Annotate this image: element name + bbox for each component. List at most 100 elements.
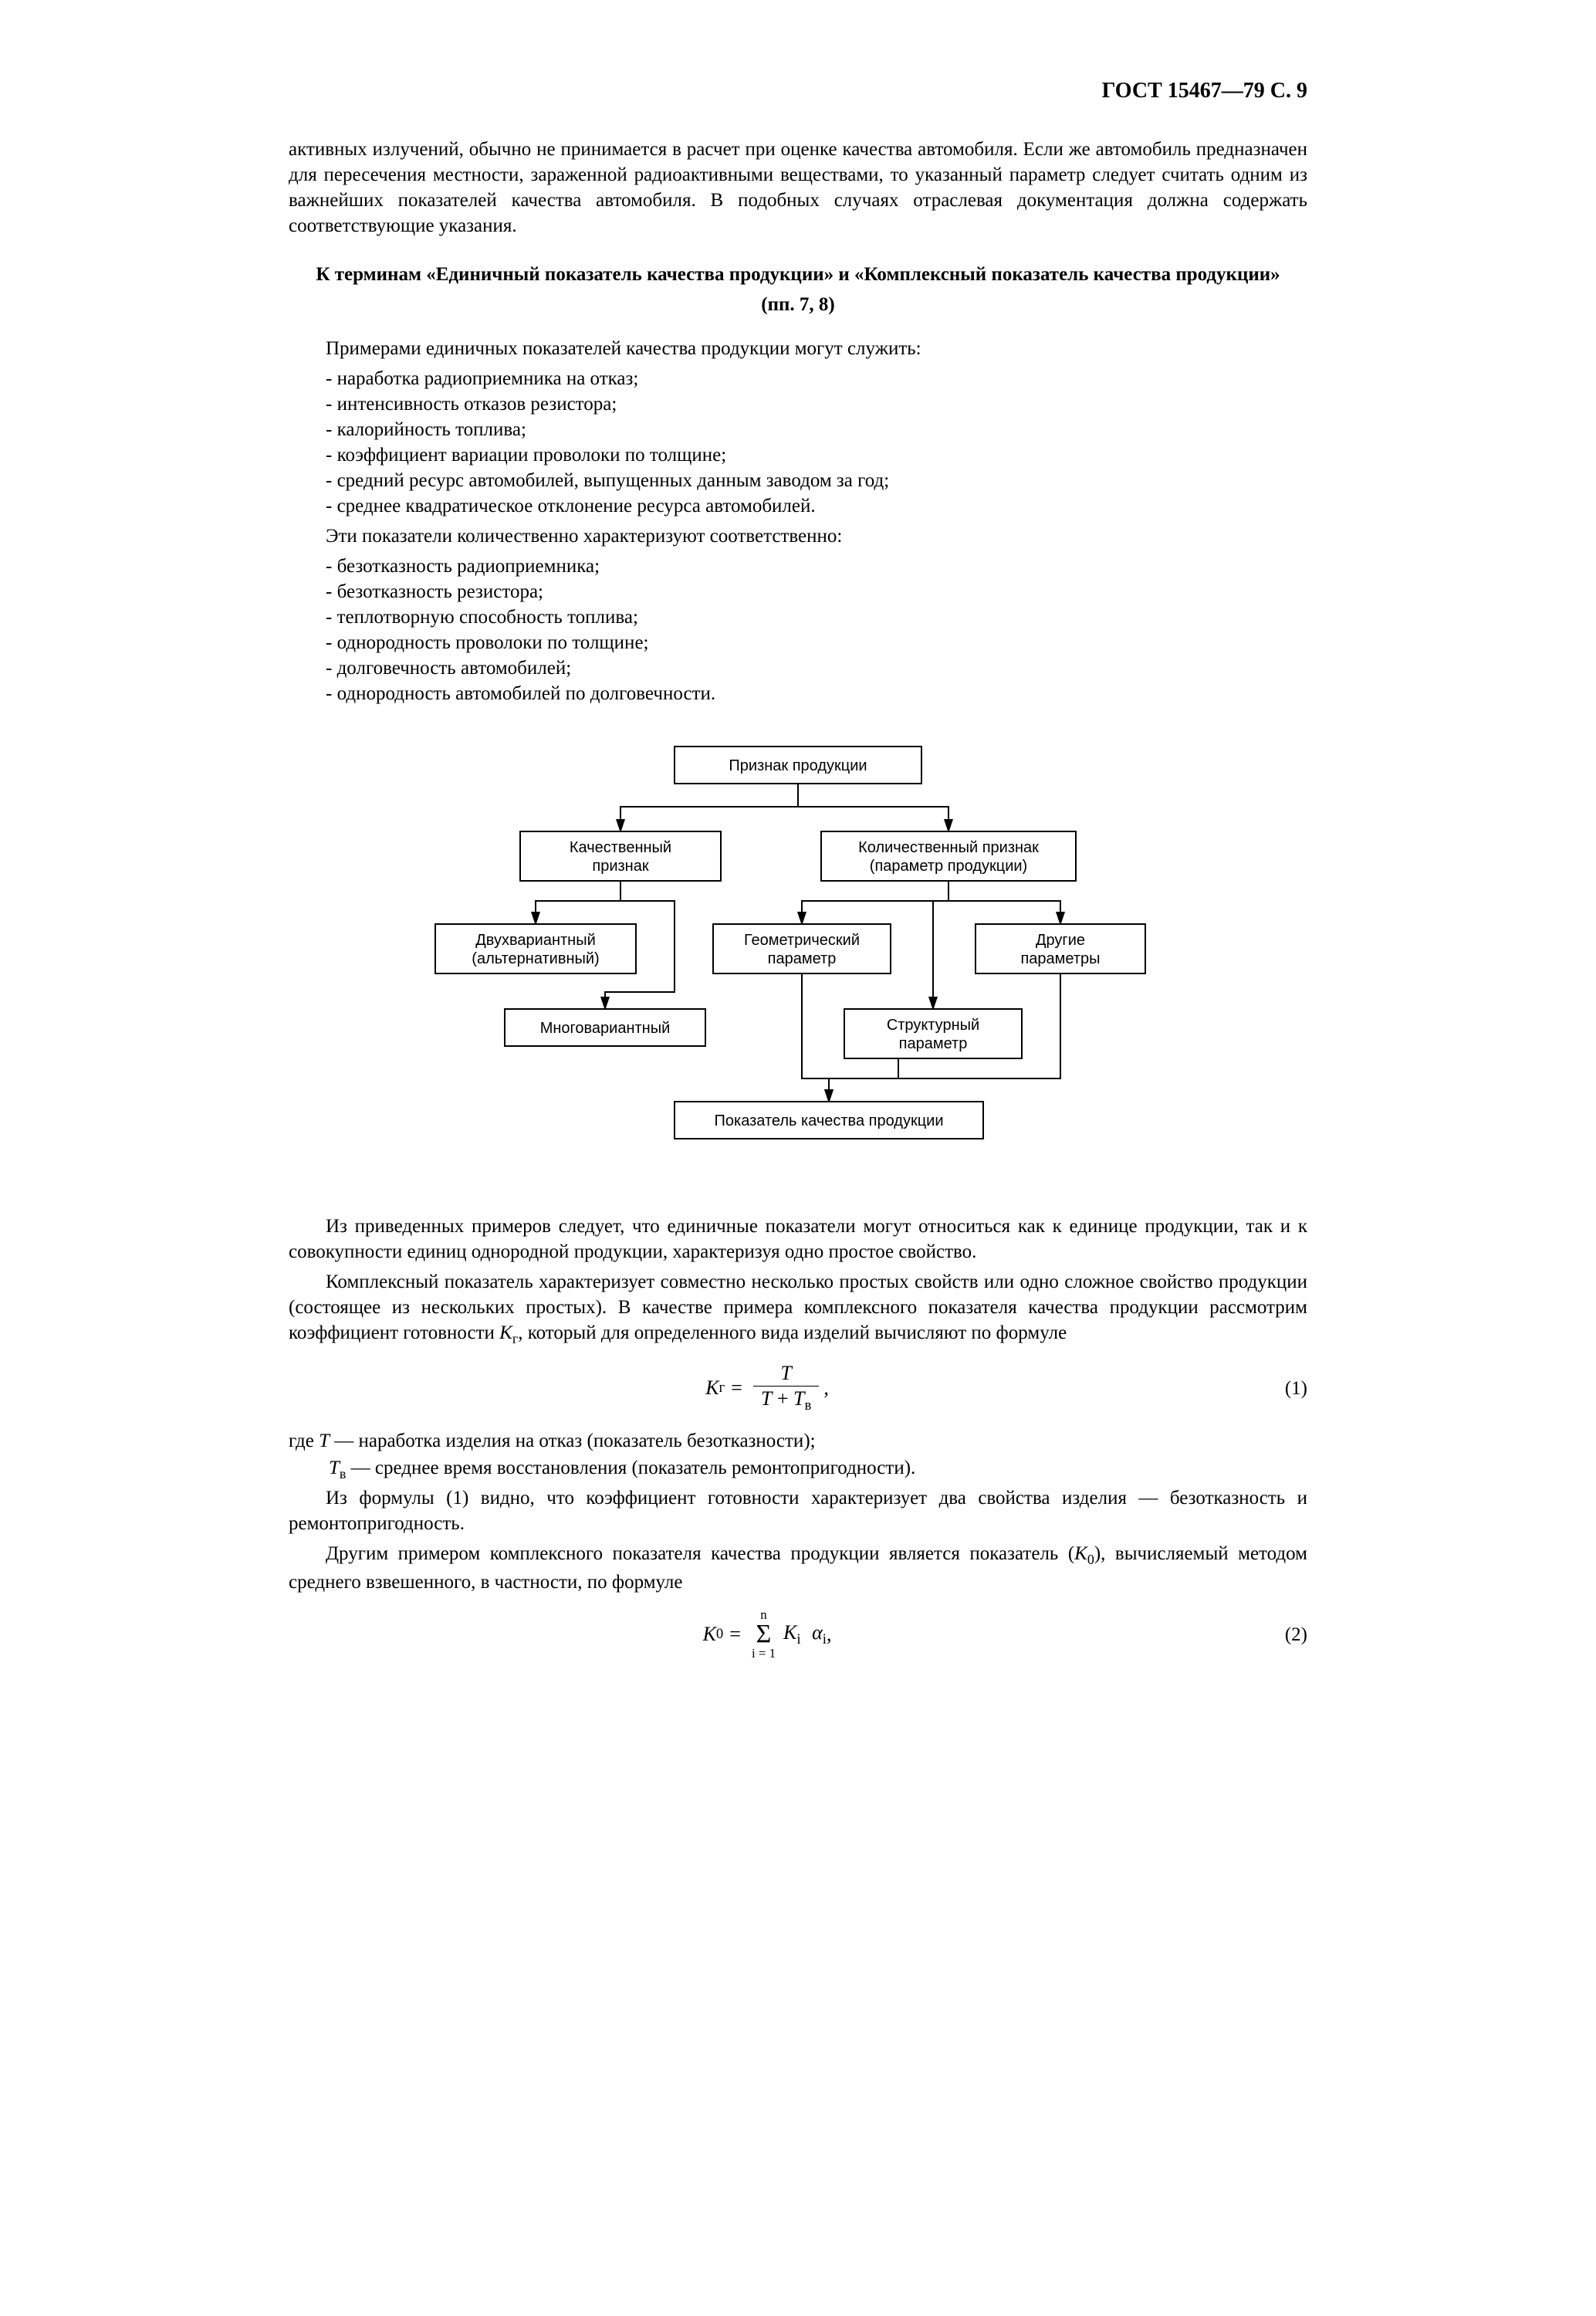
list-item: - коэффициент вариации проволоки по толщ… bbox=[289, 442, 1307, 468]
list-item: - средний ресурс автомобилей, выпущенных… bbox=[289, 468, 1307, 493]
diagram-node-other: Другиепараметры bbox=[976, 924, 1145, 973]
list-item: - теплотворную способность топлива; bbox=[289, 604, 1307, 630]
diagram-edge bbox=[829, 1058, 898, 1102]
list-item: - однородность автомобилей по долговечно… bbox=[289, 681, 1307, 706]
list-item: - безотказность резистора; bbox=[289, 579, 1307, 604]
section-subtitle: (пп. 7, 8) bbox=[289, 292, 1307, 317]
diagram-node-label: Двухвариантный bbox=[475, 932, 595, 949]
diagram-node-label: параметры bbox=[1020, 950, 1100, 967]
diagram-node-twovar: Двухвариантный(альтернативный) bbox=[435, 924, 636, 973]
symbol: T bbox=[329, 1458, 340, 1478]
standard-header: ГОСТ 15467—79 С. 9 bbox=[289, 77, 1307, 106]
list-item: - среднее квадратическое отклонение ресу… bbox=[289, 493, 1307, 519]
term2: α bbox=[812, 1621, 823, 1644]
diagram-node-qual: Качественный признак bbox=[520, 831, 721, 881]
term: Ki αi bbox=[783, 1620, 827, 1650]
intro-paragraph: активных излучений, обычно не принимаетс… bbox=[289, 137, 1307, 239]
numerator: T bbox=[773, 1363, 799, 1385]
equals: = bbox=[729, 1621, 741, 1647]
diagram-svg: Признак продукции Качественный признак Коли… bbox=[389, 739, 1207, 1171]
fraction: T T + Tв bbox=[753, 1363, 819, 1414]
text: , который для определенного вида изделий… bbox=[518, 1322, 1067, 1343]
lhs: K bbox=[705, 1375, 719, 1401]
equation-number: (1) bbox=[1246, 1376, 1307, 1401]
diagram-node-quality: Показатель качества продукции bbox=[675, 1102, 983, 1139]
examples-list: - наработка радиоприемника на отказ; - и… bbox=[289, 366, 1307, 519]
den-b: T bbox=[793, 1387, 804, 1410]
diagram-edge bbox=[620, 784, 798, 831]
formula-2: K0 = n Σ i = 1 Ki αi , (2) bbox=[289, 1609, 1307, 1661]
text: — среднее время восстановления (показате… bbox=[346, 1458, 915, 1478]
lhs: K bbox=[703, 1621, 716, 1647]
diagram-node-label: параметр bbox=[768, 950, 837, 967]
denominator: T + Tв bbox=[753, 1388, 819, 1414]
diagram-edge bbox=[802, 881, 948, 924]
diagram-node-label: Количественный признак bbox=[858, 839, 1039, 856]
diagram-edge bbox=[802, 973, 829, 1102]
symbol-sub: 0 bbox=[1087, 1552, 1094, 1567]
where-label: где bbox=[289, 1431, 319, 1451]
diagram-edge bbox=[933, 881, 948, 1009]
symbol: K bbox=[1074, 1543, 1087, 1564]
diagram-node-label: параметр bbox=[899, 1035, 968, 1052]
list-item: - однородность проволоки по толщине; bbox=[289, 630, 1307, 655]
list-item: - калорийность топлива; bbox=[289, 417, 1307, 442]
paragraph: Комплексный показатель характеризует сов… bbox=[289, 1269, 1307, 1349]
text: — наработка изделия на отказ (показатель… bbox=[330, 1431, 816, 1451]
examples-intro: Примерами единичных показателей качества… bbox=[289, 336, 1307, 361]
where-line: где T — наработка изделия на отказ (пока… bbox=[289, 1428, 1307, 1454]
list-item: - безотказность радиоприемника; bbox=[289, 554, 1307, 579]
den-b-sub: в bbox=[804, 1397, 811, 1414]
tail: , bbox=[827, 1621, 832, 1647]
document-page: ГОСТ 15467—79 С. 9 активных излучений, о… bbox=[181, 0, 1415, 1767]
diagram-node-label: (альтернативный) bbox=[472, 950, 599, 967]
formula-body: K0 = n Σ i = 1 Ki αi , bbox=[703, 1609, 832, 1661]
diagram-node-label: Геометрический bbox=[744, 932, 860, 949]
diagram-node-label: Признак продукции bbox=[729, 757, 867, 774]
diagram-node-quant: Количественный признак (параметр продукци… bbox=[821, 831, 1076, 881]
tail: , bbox=[823, 1375, 829, 1401]
paragraph: Другим примером комплексного показателя … bbox=[289, 1541, 1307, 1595]
diagram-node-struct: Структурныйпараметр bbox=[844, 1009, 1022, 1058]
diagram-edge bbox=[948, 881, 1060, 924]
lhs-sub: 0 bbox=[716, 1625, 723, 1644]
plus: + bbox=[772, 1387, 793, 1410]
lhs-sub: г bbox=[719, 1379, 725, 1398]
diagram-node-label: Качественный bbox=[570, 839, 671, 856]
formula-1: Kг = T T + Tв , (1) bbox=[289, 1363, 1307, 1414]
diagram-node-label: Другие bbox=[1036, 932, 1085, 949]
paragraph: Из приведенных примеров следует, что еди… bbox=[289, 1214, 1307, 1265]
formula-body: Kг = T T + Tв , bbox=[705, 1363, 829, 1414]
diagram-node-label: признак bbox=[592, 858, 648, 875]
paragraph: Из формулы (1) видно, что коэффициент го… bbox=[289, 1485, 1307, 1536]
sigma-icon: Σ bbox=[756, 1621, 772, 1647]
diagram-node-label: (параметр продукции) bbox=[870, 858, 1027, 875]
equation-number: (2) bbox=[1246, 1622, 1307, 1647]
term1: K bbox=[783, 1621, 796, 1644]
diagram-node-geom: Геометрическийпараметр bbox=[713, 924, 891, 973]
symbol: K bbox=[499, 1322, 512, 1343]
summation: n Σ i = 1 bbox=[752, 1609, 776, 1661]
list-item: - долговечность автомобилей; bbox=[289, 655, 1307, 681]
diagram-node-label: Структурный bbox=[887, 1017, 979, 1034]
char-list: - безотказность радиоприемника; - безотк… bbox=[289, 554, 1307, 706]
diagram-node-multi: Многовариантный bbox=[505, 1009, 705, 1046]
diagram-node-label: Показатель качества продукции bbox=[715, 1112, 944, 1129]
diagram-node-label: Многовариантный bbox=[540, 1020, 671, 1037]
list-item: - наработка радиоприемника на отказ; bbox=[289, 366, 1307, 391]
diagram-edge bbox=[536, 881, 620, 924]
symbol: T bbox=[319, 1431, 330, 1451]
section-title: К терминам «Единичный показатель качеств… bbox=[289, 262, 1307, 287]
char-intro: Эти показатели количественно характеризу… bbox=[289, 523, 1307, 549]
text: Другим примером комплексного показателя … bbox=[326, 1543, 1074, 1564]
sum-bot: i = 1 bbox=[752, 1647, 776, 1661]
term1-sub: i bbox=[796, 1631, 800, 1647]
diagram-node-root: Признак продукции bbox=[675, 747, 921, 784]
fraction-bar bbox=[753, 1386, 819, 1387]
equals: = bbox=[731, 1375, 742, 1401]
list-item: - интенсивность отказов резистора; bbox=[289, 391, 1307, 417]
classification-diagram: Признак продукции Качественный признак Коли… bbox=[389, 739, 1207, 1178]
den-a: T bbox=[761, 1387, 772, 1410]
diagram-edge bbox=[798, 784, 948, 831]
where-line: Tв — среднее время восстановления (показ… bbox=[289, 1455, 1307, 1484]
